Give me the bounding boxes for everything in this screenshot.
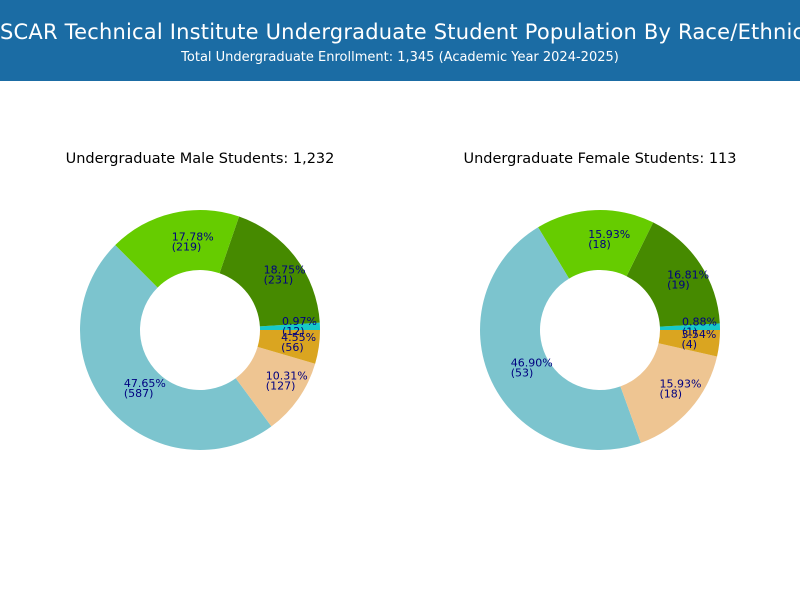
page-subtitle: Total Undergraduate Enrollment: 1,345 (A… [181, 50, 619, 65]
slice-percent-label: 15.93% [588, 228, 630, 241]
slice-percent-label: 17.78% [172, 230, 214, 243]
male-donut-chart: 0.97%(12) 18.75%(231) 17.78%(219) 47.65%(58… [79, 210, 320, 451]
female-donut-chart: 0.88%(1)16.81%(19)15.93%(18)46.90%(53)15… [479, 210, 720, 451]
donut-slice [659, 323, 720, 330]
page-title: SCAR Technical Institute Undergraduate S… [0, 20, 800, 44]
slice-percent-label: 16.81% [667, 268, 709, 281]
slice-percent-label: 0.97% [282, 315, 317, 328]
slice-count-label: (18) [659, 388, 682, 401]
female-chart-title: Undergraduate Female Students: 113 [463, 151, 737, 167]
donut-slice [259, 322, 320, 330]
donut-slice [538, 210, 654, 279]
slice-percent-label: 4.55% [281, 331, 316, 344]
slice-percent-label: 46.90% [511, 357, 553, 370]
slice-count-label: (1) [682, 325, 698, 338]
donut-slice [115, 210, 240, 288]
slice-count-label: (12) [282, 325, 305, 338]
slice-percent-label: 10.31% [266, 370, 308, 383]
header-banner: SCAR Technical Institute Undergraduate S… [0, 0, 800, 81]
slice-percent-label: 3.54% [681, 328, 716, 341]
slice-percent-label: 0.88% [682, 315, 717, 328]
donut-slice [257, 330, 320, 364]
slice-count-label: (231) [264, 274, 294, 287]
donut-slice [620, 343, 718, 443]
slice-count-label: (18) [588, 238, 611, 251]
slice-count-label: (587) [124, 387, 154, 400]
slice-count-label: (19) [667, 278, 690, 291]
slice-count-label: (56) [281, 341, 304, 354]
slice-count-label: (219) [172, 240, 202, 253]
donut-slice [626, 222, 720, 327]
donut-slice [658, 330, 720, 357]
slice-count-label: (127) [266, 380, 296, 393]
donut-slice [479, 227, 641, 451]
slice-count-label: (53) [511, 367, 534, 380]
slice-percent-label: 15.93% [659, 378, 701, 391]
slice-count-label: (4) [681, 338, 697, 351]
male-chart-title: Undergraduate Male Students: 1,232 [65, 151, 335, 167]
slice-percent-label: 47.65% [124, 377, 166, 390]
donut-slice [219, 216, 320, 327]
donut-slice [235, 346, 316, 427]
donut-slice [79, 245, 272, 451]
slice-percent-label: 18.75% [264, 264, 306, 277]
